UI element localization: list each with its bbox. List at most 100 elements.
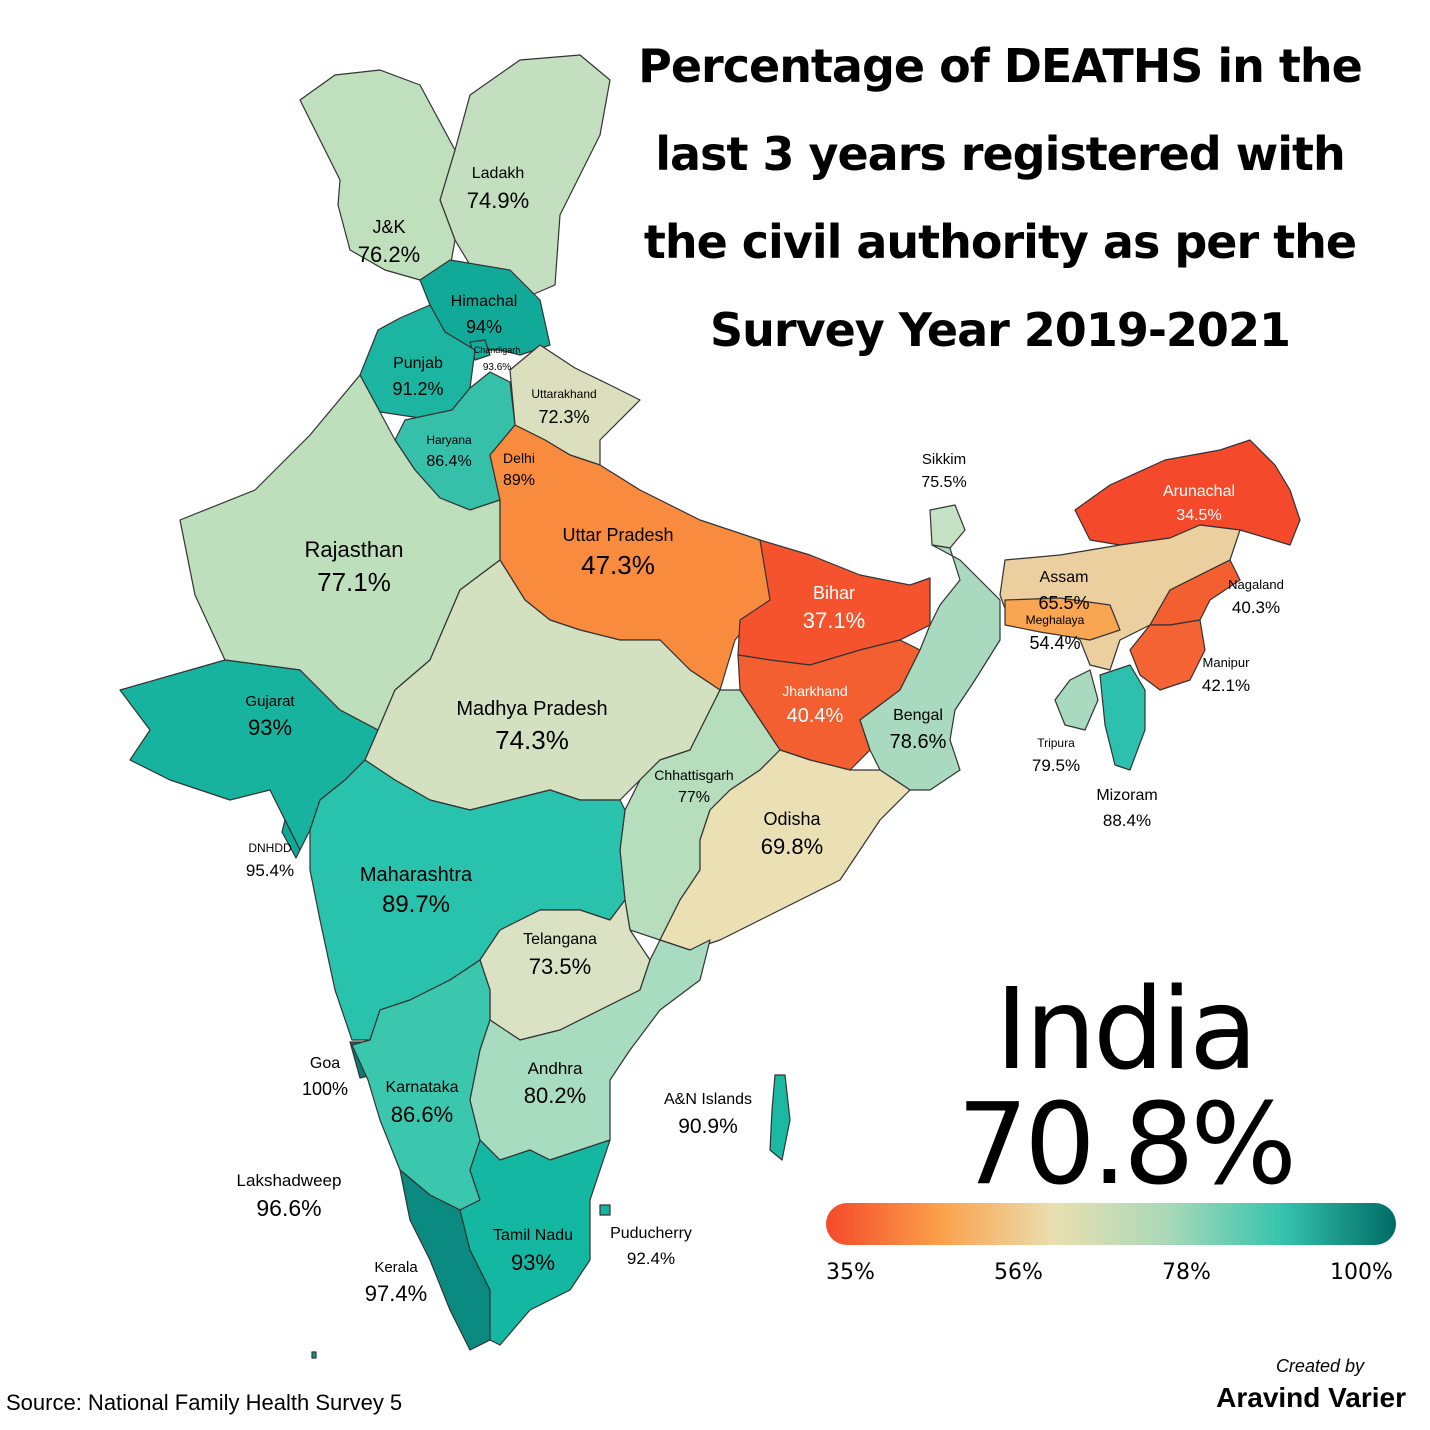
- region-punjab: [359, 304, 476, 419]
- label-delhi: Delhi 89%: [503, 447, 535, 493]
- region-value: 78.6%: [889, 731, 947, 753]
- label-goa: Goa 100%: [302, 1052, 348, 1102]
- region-name: Manipur: [1202, 655, 1250, 670]
- region-name: Nagaland: [1228, 577, 1284, 592]
- legend-tick-78: 78%: [1162, 1260, 1211, 1285]
- region-value: 75.5%: [921, 474, 967, 491]
- label-telangana: Telangana 73.5%: [523, 928, 597, 982]
- region-value: 37.1%: [802, 608, 866, 633]
- region-value: 40.4%: [786, 705, 844, 727]
- region-name: J&K: [372, 217, 406, 237]
- legend-tick-56: 56%: [994, 1260, 1043, 1285]
- region-value: 77.1%: [317, 567, 391, 597]
- label-karnataka: Karnataka 86.6%: [386, 1076, 459, 1130]
- region-value: 91.2%: [392, 379, 444, 399]
- region-name: Delhi: [503, 450, 535, 466]
- region-name: Mizoram: [1096, 787, 1158, 804]
- region-name: Chandigarh: [473, 345, 521, 355]
- label-arunachal: Arunachal 34.5%: [1163, 480, 1235, 528]
- label-uttar-pradesh: Uttar Pradesh 47.3%: [562, 522, 673, 582]
- region-value: 90.9%: [678, 1115, 738, 1138]
- region-name: Telangana: [523, 931, 597, 948]
- label-ladakh: Ladakh 74.9%: [467, 162, 529, 216]
- region-value: 93.6%: [482, 362, 512, 373]
- region-shapes: [119, 54, 1301, 1359]
- label-punjab: Punjab 91.2%: [392, 352, 443, 402]
- region-value: 93%: [247, 715, 293, 740]
- region-value: 86.6%: [390, 1102, 454, 1127]
- label-andhra: Andhra 80.2%: [524, 1056, 586, 1111]
- national-value: 70.8%: [957, 1080, 1297, 1210]
- region-name: Uttar Pradesh: [562, 525, 674, 545]
- region-name: Puducherry: [610, 1225, 692, 1242]
- region-name: Haryana: [426, 433, 472, 447]
- label-lakshadweep: Lakshadweep 96.6%: [237, 1168, 342, 1224]
- label-tripura: Tripura 79.5%: [1032, 733, 1080, 778]
- title-line-2: last 3 years registered with: [655, 127, 1346, 181]
- region-value: 74.3%: [495, 725, 569, 755]
- label-chhattisgarh: Chhattisgarh 77%: [654, 764, 733, 810]
- title-line-3: the civil authority as per the: [643, 215, 1357, 269]
- region-name: Punjab: [393, 355, 443, 372]
- title-line-1: Percentage of DEATHS in the: [638, 39, 1363, 93]
- region-value: 80.2%: [523, 1083, 587, 1108]
- region-name: Odisha: [763, 809, 821, 829]
- label-chandigarh: Chandigarh 93.6%: [474, 342, 521, 377]
- region-value: 95.4%: [245, 861, 295, 880]
- region-name: Rajasthan: [304, 537, 404, 562]
- region-lakshadweep: [311, 1351, 317, 1359]
- region-name: Maharashtra: [359, 864, 473, 886]
- region-name: Gujarat: [245, 693, 295, 710]
- region-value: 47.3%: [581, 550, 655, 580]
- region-value: 89.7%: [381, 891, 451, 918]
- region-name: Bihar: [812, 583, 856, 603]
- label-meghalaya: Meghalaya 54.4%: [1026, 610, 1085, 656]
- region-value: 72.3%: [538, 407, 590, 427]
- label-maharashtra: Maharashtra 89.7%: [360, 861, 472, 921]
- region-name: Karnataka: [385, 1079, 459, 1096]
- region-name: Meghalaya: [1025, 613, 1085, 627]
- region-value: 34.5%: [1176, 507, 1222, 524]
- region-value: 74.9%: [466, 188, 530, 213]
- color-scale-bar: [826, 1203, 1396, 1245]
- map-title: Percentage of DEATHS in the last 3 years…: [620, 22, 1380, 374]
- region-value: 93%: [510, 1250, 556, 1275]
- region-name: Himachal: [450, 293, 518, 310]
- region-value: 77%: [677, 789, 711, 806]
- label-jharkhand: Jharkhand 40.4%: [782, 680, 847, 730]
- national-summary: India 70.8%: [900, 970, 1350, 1210]
- region-value: 89%: [502, 472, 536, 489]
- region-name: Lakshadweep: [236, 1171, 342, 1190]
- region-odisha: [659, 749, 911, 951]
- source-note: Source: National Family Health Survey 5: [6, 1390, 403, 1415]
- region-tripura: [1054, 669, 1099, 731]
- region-dnhdd: [281, 819, 301, 859]
- label-assam: Assam 65.5%: [1038, 566, 1089, 616]
- region-value: 54.4%: [1029, 633, 1081, 653]
- region-value: 86.4%: [426, 453, 472, 470]
- region-aandn-islands: [769, 1074, 791, 1161]
- label-dnhdd: DNHDD 95.4%: [246, 838, 294, 883]
- region-value: 76.2%: [357, 242, 421, 267]
- label-mizoram: Mizoram 88.4%: [1096, 784, 1157, 833]
- label-puducherry: Puducherry 92.4%: [610, 1222, 692, 1271]
- region-puducherry: [599, 1204, 611, 1216]
- region-name: Tamil Nadu: [492, 1227, 574, 1244]
- region-value: 97.4%: [364, 1281, 428, 1306]
- region-name: Goa: [309, 1055, 341, 1072]
- region-tamil-nadu: [459, 1139, 611, 1346]
- credit-label: Created by: [1275, 1356, 1364, 1376]
- region-mizoram: [1099, 664, 1146, 771]
- region-value: 100%: [301, 1079, 349, 1099]
- region-value: 79.5%: [1031, 756, 1081, 775]
- region-name: Tripura: [1037, 736, 1075, 750]
- label-haryana: Haryana 86.4%: [426, 430, 471, 474]
- label-aandn-islands: A&N Islands 90.9%: [664, 1088, 752, 1141]
- region-value: 40.3%: [1231, 598, 1281, 617]
- region-name: A&N Islands: [663, 1091, 753, 1108]
- label-himachal: Himachal 94%: [451, 290, 518, 340]
- region-name: Arunachal: [1162, 483, 1236, 500]
- legend-tick-min: 35%: [826, 1260, 875, 1285]
- label-kerala: Kerala 97.4%: [365, 1256, 427, 1309]
